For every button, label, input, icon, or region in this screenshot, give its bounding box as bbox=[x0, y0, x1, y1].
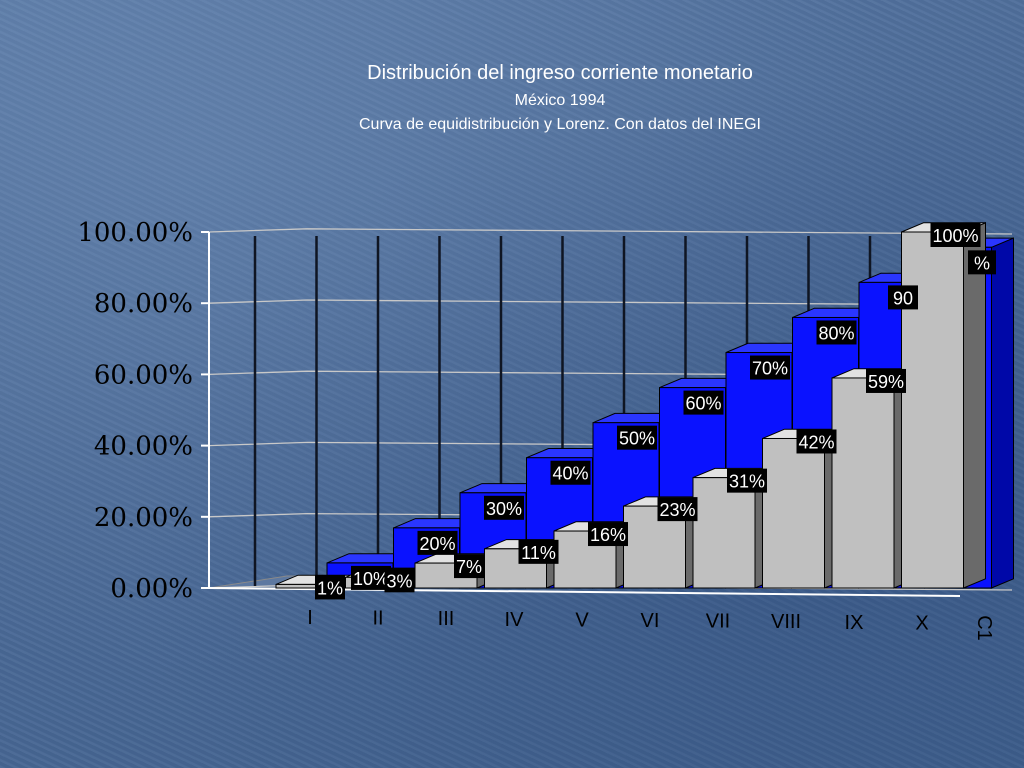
data-label-equality-box bbox=[550, 460, 591, 485]
data-label-lorenz-box bbox=[930, 223, 981, 247]
y-tick-label: 0.00% bbox=[110, 574, 193, 604]
gridline bbox=[208, 228, 1013, 235]
data-label-equality-box bbox=[968, 250, 996, 275]
data-label-equality: % bbox=[974, 253, 990, 273]
data-label-lorenz: 42% bbox=[798, 432, 834, 452]
y-tick-label: 60.00% bbox=[94, 360, 193, 390]
y-tick-label: 20.00% bbox=[94, 503, 193, 533]
data-label-equality-box bbox=[417, 530, 458, 555]
data-label-lorenz: 31% bbox=[729, 472, 765, 492]
data-label-lorenz-box bbox=[384, 568, 415, 593]
data-label-equality-box bbox=[888, 285, 918, 310]
bar-lorenz bbox=[901, 231, 964, 589]
data-label-equality: 80% bbox=[818, 323, 854, 343]
bar-equality-side bbox=[991, 237, 1014, 589]
data-label-equality-box bbox=[816, 320, 857, 345]
x-tick-label: VIII bbox=[771, 611, 801, 633]
data-label-lorenz-box bbox=[315, 575, 345, 600]
data-label-equality-box bbox=[683, 390, 724, 415]
gridline bbox=[208, 299, 1013, 306]
data-label-lorenz: 1% bbox=[317, 578, 343, 598]
bar-lorenz-side bbox=[963, 222, 986, 589]
data-label-lorenz-box bbox=[727, 468, 767, 493]
x-tick-label: III bbox=[438, 608, 455, 630]
x-tick-label: X bbox=[915, 612, 928, 634]
data-label-equality: 20% bbox=[419, 534, 455, 554]
data-label-lorenz-box bbox=[454, 554, 484, 579]
chart-subtitle-source: Curva de equidistribución y Lorenz. Con … bbox=[359, 116, 761, 133]
x-tick-label: V bbox=[575, 609, 589, 631]
data-label-equality-box bbox=[484, 495, 524, 520]
data-label-lorenz-box bbox=[796, 429, 837, 454]
bar-lorenz bbox=[831, 377, 895, 589]
data-label-equality-box bbox=[750, 355, 790, 380]
data-label-lorenz-box bbox=[657, 497, 698, 522]
data-label-lorenz: 3% bbox=[386, 571, 412, 591]
data-label-lorenz: 11% bbox=[521, 543, 556, 563]
data-label-lorenz: 23% bbox=[659, 500, 695, 520]
data-label-equality: 10% bbox=[353, 569, 389, 589]
bar-lorenz bbox=[692, 477, 756, 589]
chart-subtitle-year: México 1994 bbox=[514, 92, 606, 109]
data-label-equality: 60% bbox=[685, 394, 721, 414]
data-label-lorenz: 59% bbox=[868, 372, 904, 392]
x-tick-label: II bbox=[372, 608, 383, 630]
data-label-equality: 30% bbox=[486, 499, 522, 519]
data-label-equality: 50% bbox=[619, 429, 655, 449]
data-label-lorenz-box bbox=[588, 522, 628, 547]
data-label-lorenz-box bbox=[518, 539, 559, 564]
depth-axis-label: C1 bbox=[973, 615, 995, 641]
x-tick-label: VI bbox=[641, 610, 660, 632]
x-tick-label: VII bbox=[706, 611, 730, 633]
bar-lorenz bbox=[762, 437, 825, 589]
data-label-equality: 40% bbox=[552, 464, 588, 484]
data-label-lorenz: 7% bbox=[456, 557, 482, 577]
data-label-equality: 90 bbox=[893, 288, 913, 308]
y-tick-label: 40.00% bbox=[94, 432, 193, 462]
data-label-lorenz: 100% bbox=[932, 226, 978, 246]
y-tick-label: 100.00% bbox=[77, 218, 193, 248]
y-tick-label: 80.00% bbox=[94, 289, 193, 319]
data-label-equality-box bbox=[351, 565, 391, 590]
x-tick-label: IV bbox=[505, 609, 525, 631]
data-label-lorenz-box bbox=[866, 368, 906, 393]
data-label-equality: 70% bbox=[752, 359, 788, 379]
x-tick-label: I bbox=[307, 607, 313, 629]
data-label-lorenz: 16% bbox=[590, 525, 626, 545]
x-tick-label: IX bbox=[845, 612, 864, 634]
data-label-equality-box bbox=[617, 425, 657, 450]
chart-title: Distribución del ingreso corriente monet… bbox=[367, 62, 753, 84]
